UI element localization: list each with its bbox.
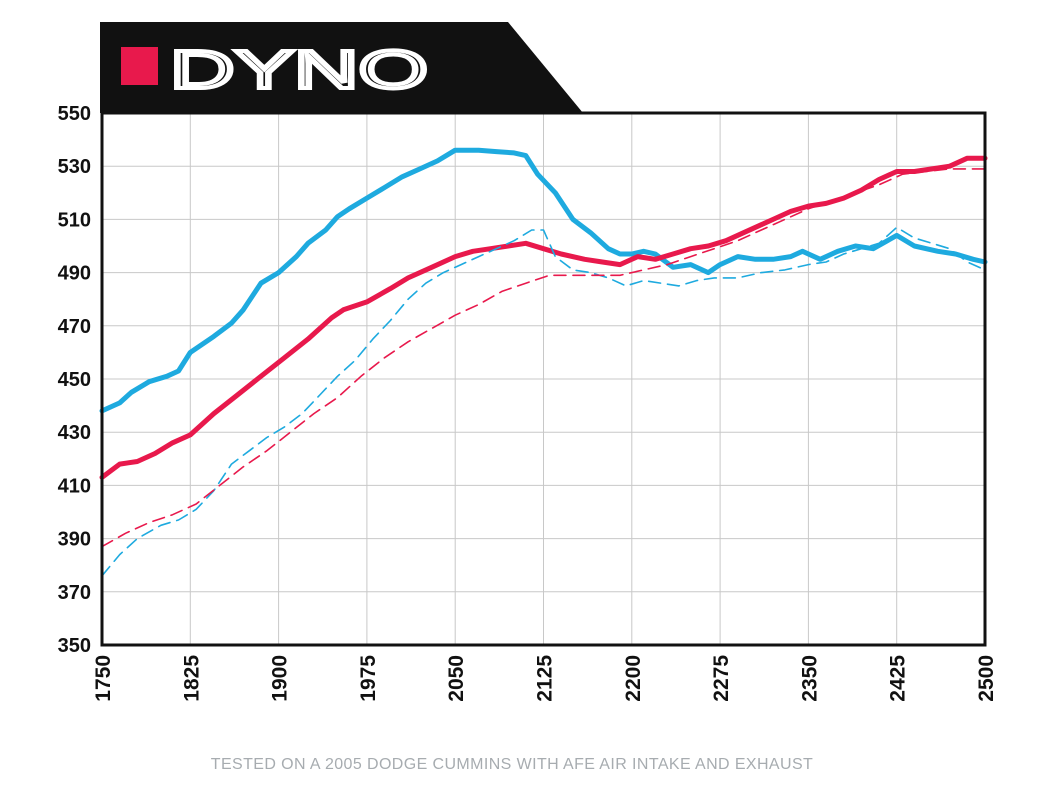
x-tick-label-7: 2275 bbox=[710, 655, 733, 702]
footer-note: TESTED ON A 2005 DODGE CUMMINS WITH AFE … bbox=[210, 756, 814, 773]
x-tick-label-3: 1975 bbox=[357, 655, 380, 702]
y-tick-label-8: 390 bbox=[58, 529, 91, 551]
x-tick-label-9: 2425 bbox=[887, 655, 910, 702]
y-tick-label-7: 410 bbox=[58, 475, 91, 497]
y-tick-label-4: 470 bbox=[58, 316, 91, 338]
series-line-1-solid bbox=[99, 155, 988, 480]
x-tick-label-5: 2125 bbox=[534, 655, 557, 702]
dyno-chart: 550 530 510 490 470 450 430 410 390 370 350 1750 18… bbox=[58, 103, 998, 702]
y-tick-label-6: 430 bbox=[58, 422, 91, 444]
x-tick-label-4: 2050 bbox=[445, 655, 468, 702]
y-tick-label-0: 550 bbox=[58, 103, 91, 125]
y-tick-label-5: 450 bbox=[58, 369, 91, 391]
y-tick-label-1: 530 bbox=[58, 156, 91, 178]
x-tick-label-2: 1900 bbox=[269, 655, 292, 702]
plot-frame bbox=[100, 111, 987, 647]
x-axis-tick-labels: 1750 1825 1900 1975 2050 2125 2200 2275 2350 2425… bbox=[92, 655, 998, 702]
series-line-0-solid bbox=[99, 147, 988, 414]
x-tick-label-1: 1825 bbox=[180, 655, 203, 702]
banner-background bbox=[100, 22, 583, 113]
y-tick-label-9: 370 bbox=[58, 582, 91, 604]
x-tick-label-8: 2350 bbox=[798, 655, 821, 702]
x-tick-label-10: 2500 bbox=[975, 655, 998, 702]
title-accent-square bbox=[121, 47, 158, 85]
y-tick-label-2: 510 bbox=[58, 209, 91, 231]
y-axis-tick-labels: 550 530 510 490 470 450 430 410 390 370 350 bbox=[58, 103, 91, 657]
series-line-2-dashed bbox=[101, 226, 986, 577]
y-tick-label-10: 350 bbox=[58, 635, 91, 657]
series-line-3-dashed bbox=[101, 168, 986, 548]
title-banner: DYNO bbox=[100, 22, 583, 113]
y-tick-label-3: 490 bbox=[58, 263, 91, 285]
series-group bbox=[99, 147, 988, 577]
chart-title: DYNO bbox=[170, 40, 428, 100]
x-tick-label-0: 1750 bbox=[92, 655, 115, 702]
x-tick-label-6: 2200 bbox=[622, 655, 645, 702]
